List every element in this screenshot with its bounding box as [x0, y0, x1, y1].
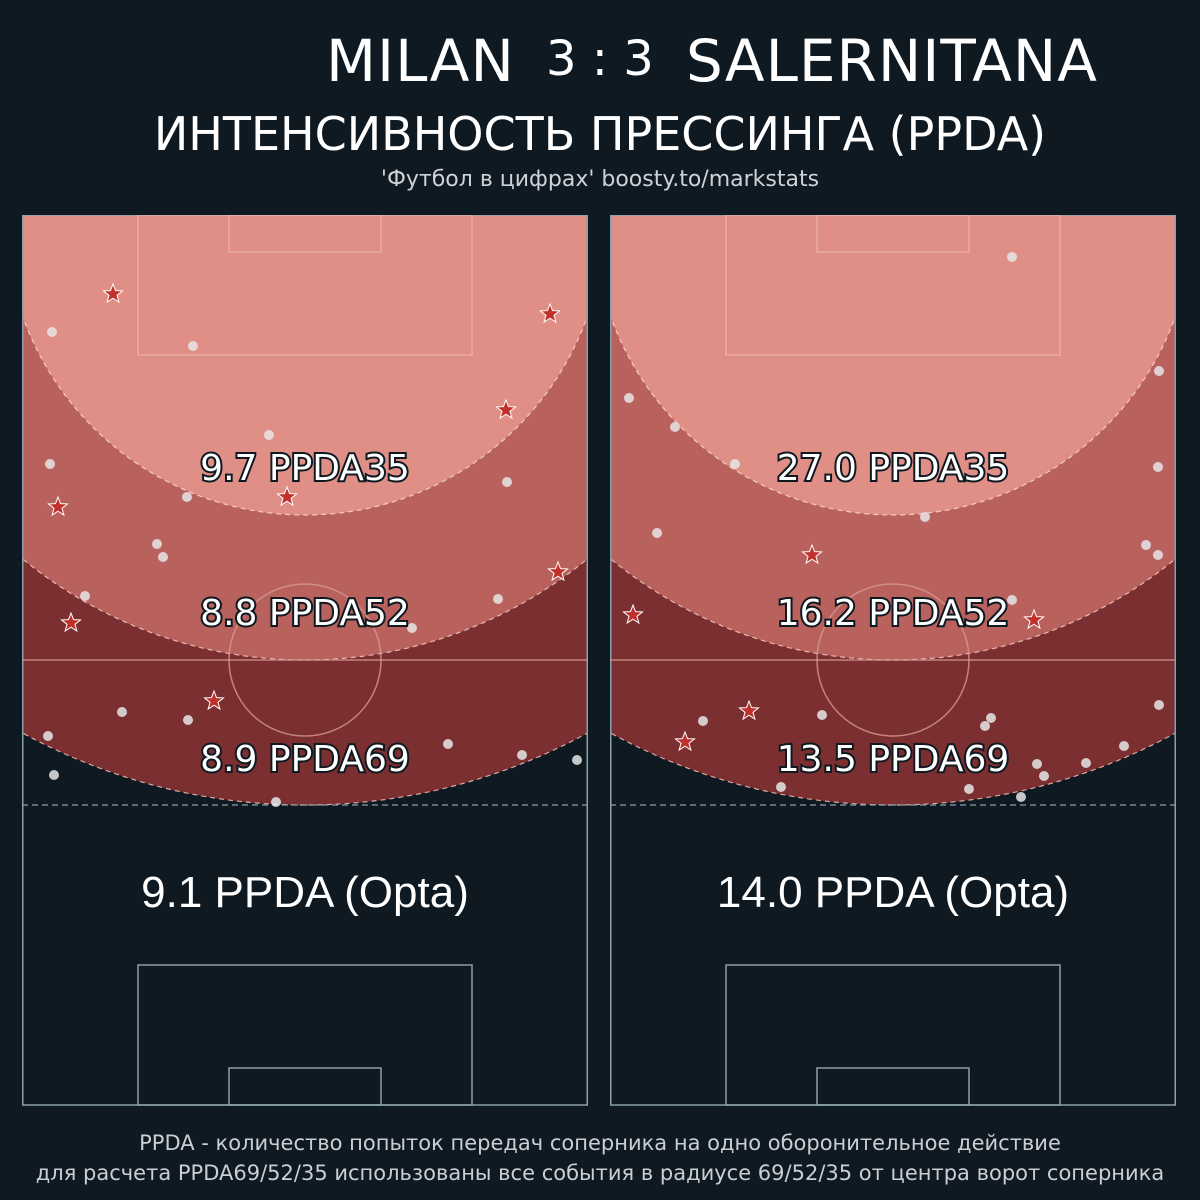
ppda52-label: 16.2 PPDA52 [777, 593, 1010, 634]
star-icon [539, 302, 561, 324]
dot-icon [776, 782, 786, 792]
ppda69-label: 8.9 PPDA69 [200, 739, 410, 780]
credit-line: 'Футбол в цифрах' boosty.to/markstats [380, 167, 820, 192]
dot-icon [1154, 366, 1164, 376]
dot-icon [1032, 759, 1042, 769]
dot-icon [1039, 771, 1049, 781]
dot-icon [407, 623, 417, 633]
dot-icon [1153, 550, 1163, 560]
dot-icon [986, 713, 996, 723]
home-team-name: MILAN [326, 27, 515, 95]
match-title: MILAN 3 : 3 SALERNITANA [0, 26, 1200, 96]
ppda69-label: 13.5 PPDA69 [777, 739, 1010, 780]
dot-icon [517, 750, 527, 760]
dot-icon [980, 721, 990, 731]
header: MILAN 3 : 3 SALERNITANA ИНТЕНСИВНОСТЬ ПР… [0, 0, 1200, 215]
star-icon [622, 603, 644, 625]
star-icon [47, 495, 69, 517]
dot-icon [730, 459, 740, 469]
dot-icon [43, 731, 53, 741]
dot-icon [817, 710, 827, 720]
dot-icon [264, 430, 274, 440]
dot-icon [1153, 462, 1163, 472]
ppda35-label: 27.0 PPDA35 [777, 448, 1010, 489]
chart-subtitle: ИНТЕНСИВНОСТЬ ПРЕССИНГА (PPDA) [153, 107, 1047, 161]
star-icon [547, 560, 569, 582]
ppda52-label: 8.8 PPDA52 [200, 593, 410, 634]
dot-icon [45, 459, 55, 469]
away-team-name: SALERNITANA [686, 27, 1098, 95]
footer-method-note: для расчета PPDA69/52/35 использованы вс… [35, 1161, 1165, 1185]
star-icon [801, 543, 823, 565]
pitch-lines [610, 215, 1176, 1106]
star-icon [102, 282, 124, 304]
star-icon [60, 611, 82, 633]
event-stars-milan [47, 282, 569, 711]
event-stars-salernitana [622, 543, 1045, 752]
dot-icon [80, 591, 90, 601]
dot-icon [1007, 252, 1017, 262]
dot-icon [698, 716, 708, 726]
dot-icon [964, 784, 974, 794]
match-score: 3 : 3 [546, 31, 654, 87]
dot-icon [152, 539, 162, 549]
pitch-panel-milan: 9.7 PPDA35 8.8 PPDA52 8.9 PPDA69 9.1 PPD… [22, 215, 588, 1107]
ring-35 [610, 312, 1176, 516]
dot-icon [49, 770, 59, 780]
dot-icon [670, 422, 680, 432]
opta-ppda-label: 9.1 PPDA (Opta) [141, 868, 469, 917]
dot-icon [652, 528, 662, 538]
zone-ppda35 [22, 215, 588, 515]
dot-icon [502, 477, 512, 487]
dot-icon [188, 341, 198, 351]
star-icon [738, 699, 760, 721]
star-icon [203, 689, 225, 711]
dot-icon [572, 755, 582, 765]
footer-definition: PPDA - количество попыток передач соперн… [139, 1131, 1061, 1155]
dot-icon [1141, 540, 1151, 550]
pitch-lines [22, 215, 588, 1106]
dot-icon [182, 492, 192, 502]
event-dots-milan [43, 327, 582, 807]
ppda35-label: 9.7 PPDA35 [200, 448, 410, 489]
dot-icon [158, 552, 168, 562]
star-icon [495, 398, 517, 420]
dot-icon [1081, 758, 1091, 768]
opta-ppda-label: 14.0 PPDA (Opta) [717, 868, 1069, 917]
dot-icon [117, 707, 127, 717]
dot-icon [493, 594, 503, 604]
event-dots-salernitana [624, 252, 1164, 802]
dot-icon [183, 715, 193, 725]
pitch-graphic-salernitana: 27.0 PPDA35 16.2 PPDA52 13.5 PPDA69 14.0… [610, 215, 1176, 1106]
dot-icon [1007, 595, 1017, 605]
zone-ppda35 [610, 215, 1176, 515]
ppda-labels-salernitana: 27.0 PPDA35 16.2 PPDA52 13.5 PPDA69 [775, 446, 1012, 782]
ppda-labels-milan: 9.7 PPDA35 8.8 PPDA52 8.9 PPDA69 [198, 446, 412, 782]
dot-icon [1119, 741, 1129, 751]
dot-icon [624, 393, 634, 403]
dot-icon [271, 797, 281, 807]
dot-icon [443, 739, 453, 749]
star-icon [1023, 608, 1045, 630]
dot-icon [1016, 792, 1026, 802]
star-icon [276, 485, 298, 507]
dot-icon [1154, 700, 1164, 710]
pitch-graphic-milan: 9.7 PPDA35 8.8 PPDA52 8.9 PPDA69 9.1 PPD… [22, 215, 588, 1106]
pitch-panel-salernitana: 27.0 PPDA35 16.2 PPDA52 13.5 PPDA69 14.0… [610, 215, 1176, 1107]
star-icon [674, 730, 696, 752]
dot-icon [47, 327, 57, 337]
ring-35 [22, 312, 588, 516]
dot-icon [920, 512, 930, 522]
